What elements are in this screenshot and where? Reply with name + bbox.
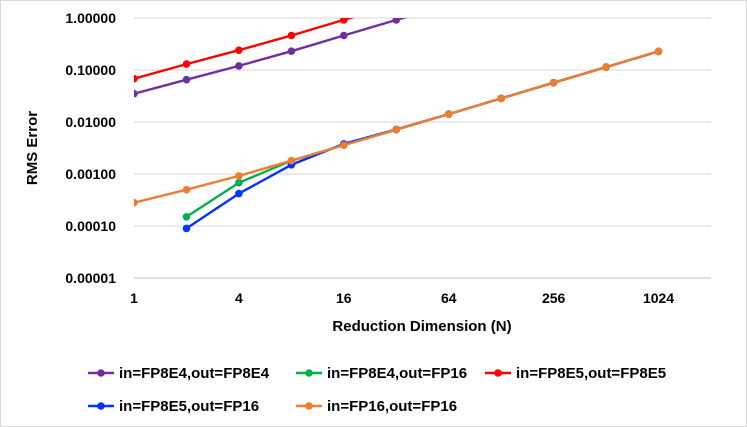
legend-label: in=FP8E5,out=FP8E5 xyxy=(516,365,666,382)
data-point xyxy=(235,46,243,54)
data-point xyxy=(654,47,663,56)
x-tick-label: 16 xyxy=(336,290,352,306)
data-point xyxy=(235,172,243,180)
legend-item: in=FP8E4,out=FP16 xyxy=(296,365,467,382)
data-point xyxy=(287,47,296,55)
legend-swatch-marker xyxy=(97,402,105,410)
data-point xyxy=(182,60,191,68)
x-tick-label: 1 xyxy=(130,290,138,306)
data-point xyxy=(134,89,138,98)
legend-label: in=FP8E4,out=FP8E4 xyxy=(119,365,270,382)
gridlines xyxy=(134,17,711,279)
data-point xyxy=(602,63,610,71)
x-tick-label: 4 xyxy=(235,290,243,306)
x-axis-title: Reduction Dimension (N) xyxy=(332,318,511,335)
data-point xyxy=(182,185,191,194)
legend-item: in=FP16,out=FP16 xyxy=(296,398,457,415)
legend-swatch-marker xyxy=(97,369,105,377)
data-point xyxy=(134,198,138,207)
data-point xyxy=(340,18,348,24)
data-point xyxy=(392,125,401,134)
data-point xyxy=(340,141,348,149)
data-point xyxy=(287,156,296,165)
data-point xyxy=(340,31,348,40)
data-point xyxy=(287,31,296,40)
y-tick-label: 0.00001 xyxy=(65,270,116,286)
data-point xyxy=(392,18,401,24)
data-point xyxy=(182,224,191,233)
data-point xyxy=(497,94,506,103)
series-in-fp8e5-out-fp16 xyxy=(182,47,663,233)
y-tick-label: 0.00010 xyxy=(65,218,116,234)
x-tick-label: 64 xyxy=(441,290,457,306)
legend-item: in=FP8E5,out=FP8E5 xyxy=(485,365,666,382)
data-point xyxy=(444,110,453,118)
data-point xyxy=(393,1,401,9)
legend-label: in=FP8E5,out=FP16 xyxy=(119,398,259,415)
data-point xyxy=(182,213,191,221)
series-line xyxy=(134,18,355,80)
data-point xyxy=(235,189,243,198)
x-tick-label: 256 xyxy=(542,290,566,306)
y-tick-label: 0.01000 xyxy=(65,114,116,130)
y-tick-label: 1.00000 xyxy=(65,10,116,26)
x-axis-ticks: 1 4 16 64 256 1024 xyxy=(130,290,674,306)
data-point xyxy=(235,178,243,187)
series-line xyxy=(185,50,659,218)
x-tick-label: 1024 xyxy=(643,290,674,306)
y-axis-title: RMS Error xyxy=(24,111,41,185)
data-point xyxy=(235,62,243,70)
series-in-fp8e4-out-fp16 xyxy=(182,47,663,221)
data-point xyxy=(549,78,558,87)
series-layer xyxy=(134,1,663,233)
series-in-fp16-out-fp16 xyxy=(134,47,663,207)
series-in-fp8e5-out-fp8e5 xyxy=(134,1,401,83)
legend-item: in=FP8E5,out=FP16 xyxy=(88,398,259,415)
legend-swatch-marker xyxy=(305,369,313,377)
legend-label: in=FP16,out=FP16 xyxy=(327,398,457,415)
legend: in=FP8E4,out=FP8E4 in=FP8E4,out=FP16 in=FP… xyxy=(88,365,666,415)
y-tick-label: 0.00100 xyxy=(65,166,116,182)
y-tick-label: 0.10000 xyxy=(65,62,116,78)
data-point xyxy=(182,75,191,84)
series-in-fp8e4-out-fp8e4 xyxy=(134,1,453,98)
data-point xyxy=(134,74,138,83)
y-axis-ticks: 0.00001 0.00010 0.00100 0.01000 0.10000 1.000… xyxy=(65,10,116,286)
series-line xyxy=(185,50,659,230)
legend-item: in=FP8E4,out=FP8E4 xyxy=(88,365,270,382)
legend-label: in=FP8E4,out=FP16 xyxy=(327,365,467,382)
data-point xyxy=(445,1,453,9)
legend-swatch-marker xyxy=(305,402,313,410)
legend-swatch-marker xyxy=(494,369,502,377)
